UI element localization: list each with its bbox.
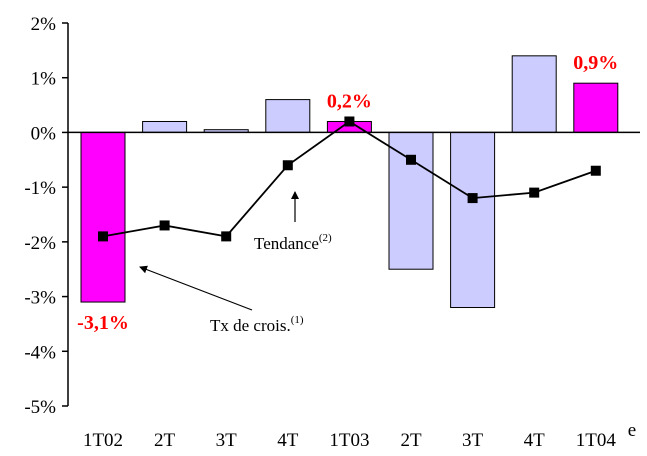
trend-point [282,160,293,171]
y-tick-label: 1% [31,69,57,90]
y-tick-label: 2% [31,14,57,35]
bar [511,55,557,133]
trend-point [467,193,478,204]
y-tick-label: -5% [24,397,56,418]
x-tick-label: 4T [277,430,299,451]
y-tick-label: 0% [31,123,57,144]
bars-layer [80,55,619,309]
trend-point [344,116,355,127]
y-ticks: -5% -4% -3% -2% -1% 0% 1% 2% [24,14,68,418]
y-tick-label: -4% [24,342,56,363]
y-tick-label: -2% [24,233,56,254]
bar-data-label: 0,9% [573,52,618,74]
annotation-growth-text: Tx de crois.(1) [210,314,304,335]
bar [388,131,434,270]
trend-point [221,231,232,242]
bar [142,120,188,133]
bar [265,99,311,133]
x-tick-label: 1T02 [83,430,123,451]
y-tick-label: -1% [24,178,56,199]
x-tick-label: 1T04 [576,430,617,451]
y-tick-label: -3% [24,288,56,309]
x-tick-label: 1T03 [329,430,369,451]
x-label-suffix: e [628,420,636,441]
trend-point [529,187,540,198]
trend-point [98,231,108,242]
x-tick-label: 3T [216,430,238,451]
trend-point [159,220,170,231]
trend-line [102,120,597,238]
data-labels: -3,1% 0,2% 0,9% [77,52,618,334]
trend-point [406,154,416,165]
trend-line-layer [98,116,601,242]
axes-layer [67,23,640,406]
bar-data-label: -3,1% [77,312,129,334]
trend-point [590,165,601,176]
bar [573,82,619,133]
bar [80,131,126,303]
x-tick-label: 2T [400,430,422,451]
annotation-growth-arrow [139,265,253,311]
x-tick-label: 3T [462,430,484,451]
annotation-trend-text: Tendance(2) [254,232,332,253]
x-tick-label: 4T [524,430,546,451]
x-tick-label: 2T [154,430,176,451]
bar-data-label: 0,2% [327,90,372,112]
annotation-trend: Tendance(2) [254,191,332,253]
annotation-growth-rate: Tx de crois.(1) [139,265,304,335]
x-tick-labels: 1T02 2T 3T 4T 1T03 2T 3T 4T 1T04 e [83,420,636,451]
bar [450,131,496,309]
